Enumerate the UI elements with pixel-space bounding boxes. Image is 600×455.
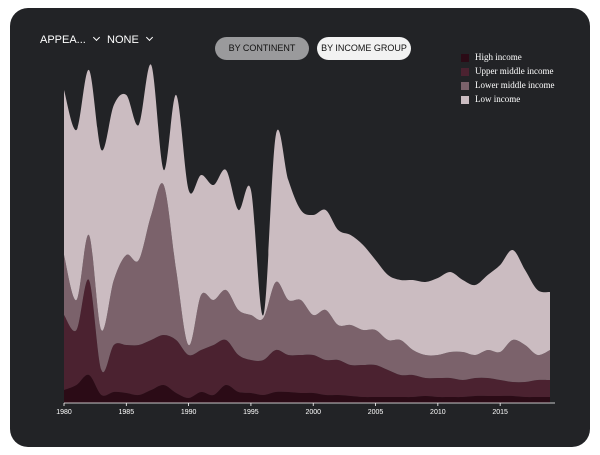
continent-button[interactable]: BY CONTINENT [215, 37, 309, 60]
x-tick-label: 2005 [368, 409, 384, 416]
legend-label: Low income [475, 94, 520, 104]
x-tick-label: 2015 [492, 409, 508, 416]
legend-swatch [461, 96, 469, 104]
x-tick-label: 1980 [56, 409, 72, 416]
legend-label: High income [475, 52, 522, 62]
legend-label: Upper middle income [475, 66, 553, 76]
legend-swatch [461, 68, 469, 76]
x-tick-label: 1995 [243, 409, 259, 416]
legend: High income Upper middle income Lower midd… [461, 52, 554, 104]
legend-swatch [461, 54, 469, 62]
x-tick-label: 2010 [430, 409, 446, 416]
filter-dropdown[interactable]: NONE [107, 34, 152, 46]
area [64, 374, 550, 403]
area [64, 183, 550, 383]
income-group-button[interactable]: BY INCOME GROUP [317, 37, 411, 60]
legend-swatch [461, 82, 469, 90]
area [64, 279, 550, 399]
x-tick-label: 1990 [181, 409, 197, 416]
legend-label: Lower middle income [475, 80, 554, 90]
metric-dropdown[interactable]: APPEA... [40, 34, 99, 46]
x-tick-label: 2000 [305, 409, 321, 416]
area [64, 64, 550, 356]
x-tick-label: 1985 [119, 409, 135, 416]
